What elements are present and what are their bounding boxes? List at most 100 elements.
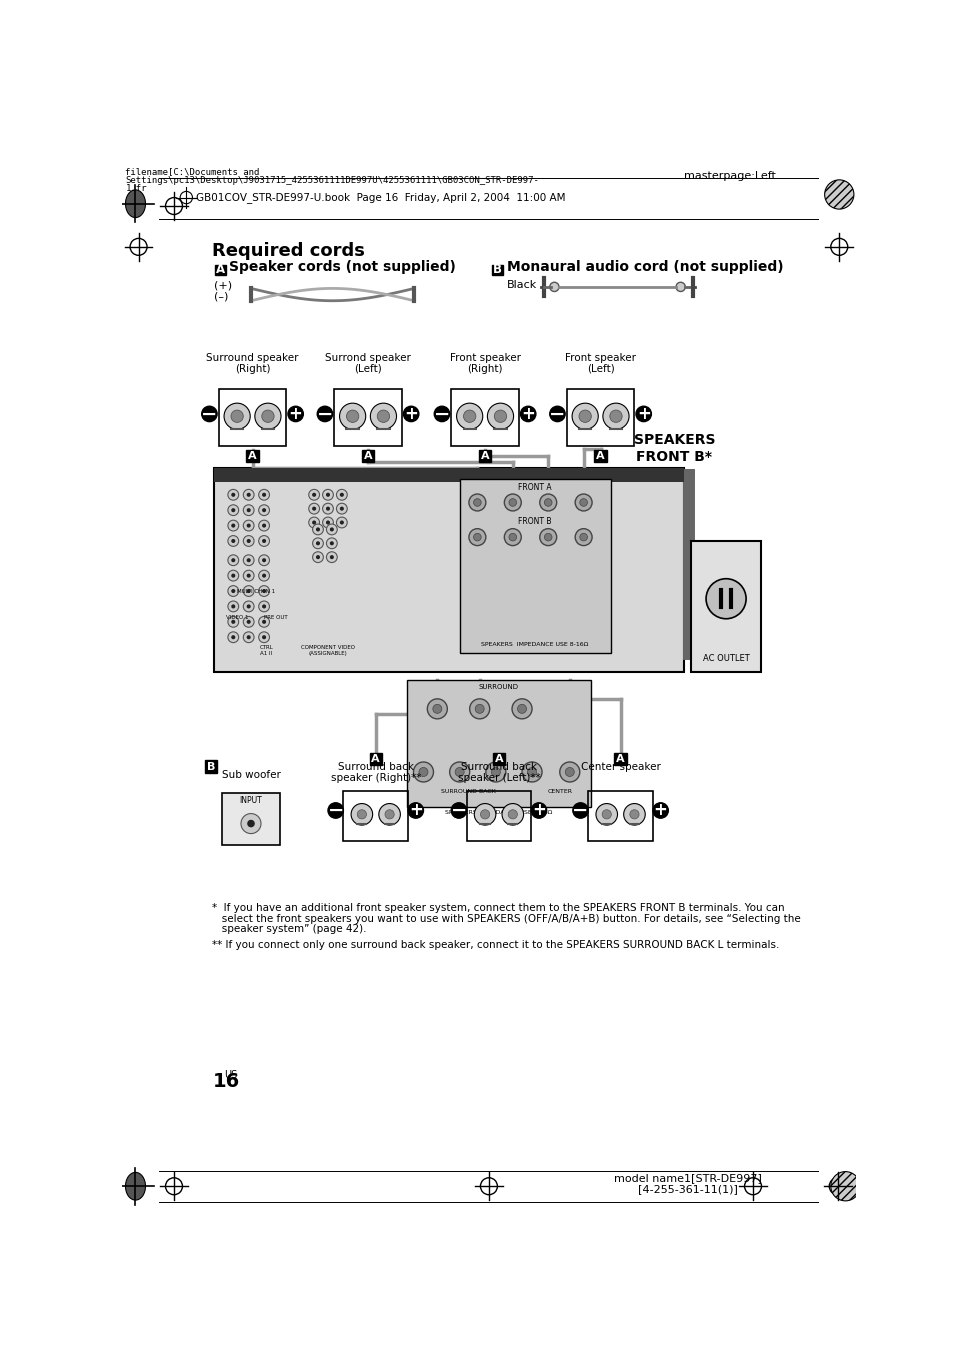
Text: +: + (653, 802, 667, 820)
Circle shape (370, 404, 396, 430)
Circle shape (480, 810, 489, 818)
Text: FRONT B: FRONT B (517, 517, 551, 527)
Circle shape (312, 492, 315, 496)
Ellipse shape (126, 1173, 146, 1200)
Circle shape (521, 762, 541, 782)
Circle shape (228, 536, 238, 547)
Circle shape (609, 411, 621, 423)
Circle shape (231, 619, 235, 623)
Circle shape (243, 570, 253, 581)
Circle shape (544, 499, 552, 506)
Ellipse shape (126, 190, 146, 218)
Circle shape (456, 404, 482, 430)
Circle shape (243, 536, 253, 547)
Bar (588, 791, 652, 842)
Circle shape (247, 619, 251, 623)
Text: US: US (224, 1071, 237, 1080)
Circle shape (228, 585, 238, 596)
Circle shape (315, 555, 319, 559)
Circle shape (427, 698, 447, 719)
Circle shape (451, 803, 466, 818)
Text: AC OUTLET: AC OUTLET (702, 653, 749, 663)
Circle shape (434, 406, 449, 421)
Circle shape (328, 803, 343, 818)
Bar (343, 791, 408, 842)
Text: +: + (289, 405, 302, 423)
Text: +: + (409, 802, 422, 820)
Circle shape (309, 503, 319, 514)
Circle shape (491, 768, 499, 776)
Text: GB01COV_STR-DE997-U.book  Page 16  Friday, April 2, 2004  11:00 AM: GB01COV_STR-DE997-U.book Page 16 Friday,… (195, 192, 564, 203)
Circle shape (241, 813, 261, 833)
Circle shape (262, 589, 266, 593)
Circle shape (243, 585, 253, 596)
Circle shape (228, 490, 238, 501)
Circle shape (336, 517, 347, 528)
Circle shape (309, 517, 319, 528)
Circle shape (243, 602, 253, 612)
Circle shape (258, 520, 269, 531)
Circle shape (575, 494, 592, 512)
Text: (Left): (Left) (586, 364, 614, 374)
Circle shape (258, 632, 269, 642)
Circle shape (247, 574, 251, 578)
Circle shape (469, 529, 485, 546)
Circle shape (288, 406, 303, 421)
Circle shape (312, 506, 315, 510)
Circle shape (322, 490, 333, 501)
Text: Monaural audio cord (not supplied): Monaural audio cord (not supplied) (506, 261, 782, 274)
Circle shape (520, 406, 536, 421)
Circle shape (254, 404, 281, 430)
Text: model name1[STR-DE997]: model name1[STR-DE997] (613, 1173, 760, 1184)
Text: A: A (248, 451, 256, 461)
Circle shape (623, 803, 644, 825)
Text: −: − (434, 405, 450, 423)
Text: select the front speakers you want to use with SPEAKERS (OFF/A/B/A+B) button. Fo: select the front speakers you want to us… (213, 914, 801, 923)
Circle shape (322, 503, 333, 514)
Text: Front speaker: Front speaker (449, 353, 520, 363)
Circle shape (247, 820, 254, 828)
Text: speaker system” (page 42).: speaker system” (page 42). (213, 925, 367, 934)
Circle shape (509, 533, 517, 542)
Circle shape (336, 490, 347, 501)
Circle shape (572, 803, 588, 818)
Bar (334, 389, 401, 446)
Circle shape (544, 533, 552, 542)
Text: A: A (494, 754, 503, 764)
Text: CENTER: CENTER (547, 788, 573, 794)
Text: SPEAKERS
FRONT B*: SPEAKERS FRONT B* (633, 434, 715, 464)
Circle shape (636, 406, 651, 421)
Circle shape (315, 542, 319, 546)
Circle shape (258, 505, 269, 516)
Text: −: − (201, 405, 217, 423)
Circle shape (539, 494, 557, 512)
Circle shape (228, 632, 238, 642)
Text: −: − (316, 405, 333, 423)
Circle shape (326, 492, 330, 496)
Circle shape (231, 636, 235, 640)
Bar (213, 468, 683, 672)
Circle shape (243, 617, 253, 627)
Bar (466, 791, 531, 842)
Circle shape (579, 533, 587, 542)
Text: VIDEO 1: VIDEO 1 (226, 615, 248, 621)
Bar (406, 679, 591, 806)
Circle shape (231, 539, 235, 543)
Circle shape (336, 503, 347, 514)
Text: A: A (371, 754, 379, 764)
Text: [4-255-361-11(1)]: [4-255-361-11(1)] (637, 1184, 737, 1195)
Circle shape (231, 509, 235, 513)
Circle shape (247, 492, 251, 496)
Bar (221, 792, 280, 846)
Circle shape (376, 411, 389, 423)
Circle shape (463, 411, 476, 423)
Bar (691, 542, 760, 672)
Circle shape (559, 762, 579, 782)
Circle shape (262, 558, 266, 562)
Circle shape (823, 180, 853, 209)
Circle shape (228, 617, 238, 627)
Circle shape (509, 499, 517, 506)
Circle shape (330, 542, 334, 546)
Circle shape (247, 636, 251, 640)
Circle shape (601, 810, 611, 818)
